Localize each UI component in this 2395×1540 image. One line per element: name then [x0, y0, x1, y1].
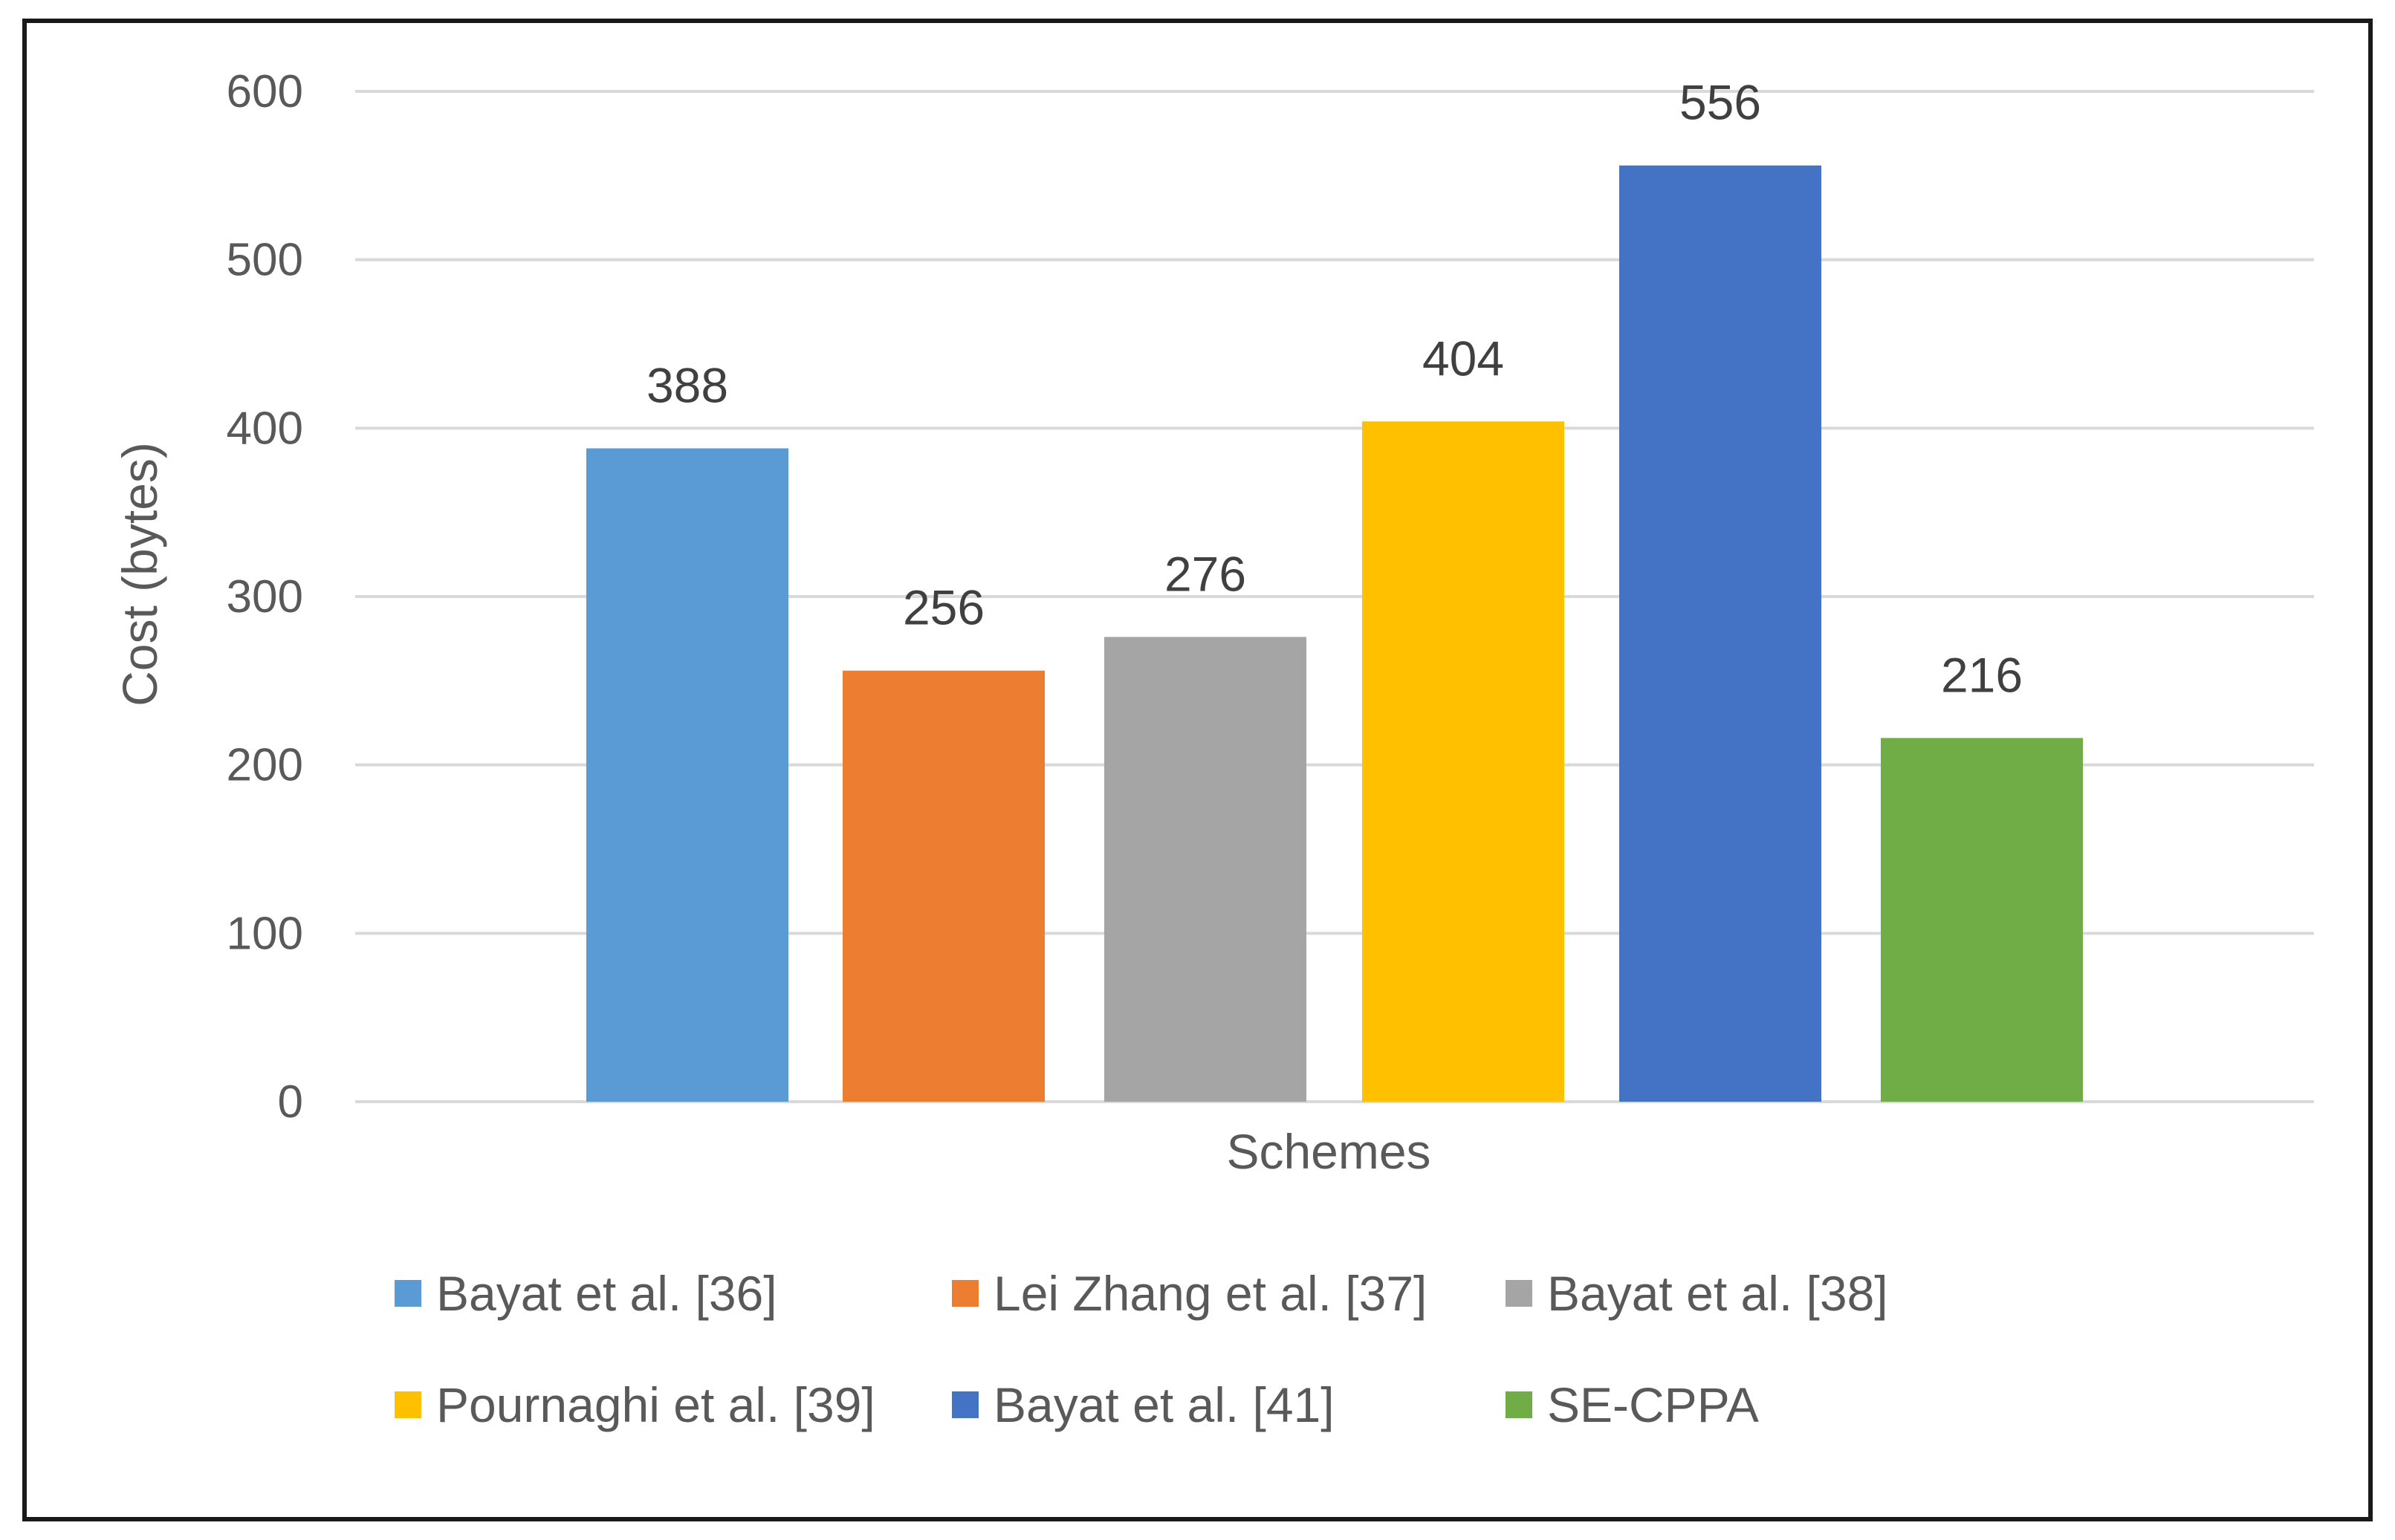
legend-swatch-2 [952, 1280, 979, 1307]
legend-item-5: Bayat et al. [41] [952, 1377, 1335, 1432]
data-label-1: 388 [646, 358, 728, 413]
y-tick-label: 600 [227, 66, 303, 117]
y-tick-label: 500 [227, 235, 303, 286]
legend: Bayat et al. [36] Lei Zhang et al. [37] Ba… [395, 1266, 1888, 1432]
legend-item-1: Bayat et al. [36] [395, 1266, 777, 1321]
data-label-3: 276 [1164, 546, 1246, 601]
y-tick-label: 200 [227, 740, 303, 791]
legend-item-6: SE-CPPA [1506, 1377, 1759, 1432]
data-label-4: 404 [1422, 331, 1504, 386]
y-tick-label: 300 [227, 571, 303, 623]
legend-swatch-1 [395, 1280, 421, 1307]
bar-1 [586, 448, 788, 1102]
bar-3 [1104, 637, 1306, 1102]
y-tick-label: 100 [227, 908, 303, 959]
x-axis-title: Schemes [1226, 1124, 1430, 1179]
legend-label-3: Bayat et al. [38] [1547, 1266, 1888, 1321]
legend-label-4: Pournaghi et al. [39] [436, 1377, 875, 1432]
chart-frame: 0 100 200 300 400 500 600 388 256 276 404 556 216 C… [22, 19, 2373, 1521]
legend-swatch-6 [1506, 1391, 1532, 1418]
legend-swatch-5 [952, 1391, 979, 1418]
legend-label-5: Bayat et al. [41] [994, 1377, 1335, 1432]
data-label-5: 556 [1679, 75, 1761, 130]
legend-label-6: SE-CPPA [1547, 1377, 1759, 1432]
y-axis-ticks: 0 100 200 300 400 500 600 [227, 66, 303, 1128]
legend-item-2: Lei Zhang et al. [37] [952, 1266, 1427, 1321]
bars [586, 165, 2083, 1102]
y-axis-title: Cost (bytes) [112, 442, 167, 706]
bar-chart: 0 100 200 300 400 500 600 388 256 276 404 556 216 C… [112, 66, 2314, 1432]
bar-6 [1881, 738, 2083, 1102]
bar-4 [1362, 421, 1564, 1102]
legend-swatch-3 [1506, 1280, 1532, 1307]
legend-item-4: Pournaghi et al. [39] [395, 1377, 875, 1432]
data-label-2: 256 [903, 580, 985, 635]
legend-label-1: Bayat et al. [36] [436, 1266, 777, 1321]
legend-item-3: Bayat et al. [38] [1506, 1266, 1888, 1321]
y-tick-label: 0 [278, 1076, 303, 1128]
bar-5 [1619, 165, 1821, 1102]
legend-swatch-4 [395, 1391, 421, 1418]
bar-2 [843, 670, 1045, 1102]
y-tick-label: 400 [227, 403, 303, 454]
data-label-6: 216 [1941, 647, 2023, 702]
data-labels: 388 256 276 404 556 216 [646, 75, 2023, 703]
legend-label-2: Lei Zhang et al. [37] [994, 1266, 1427, 1321]
